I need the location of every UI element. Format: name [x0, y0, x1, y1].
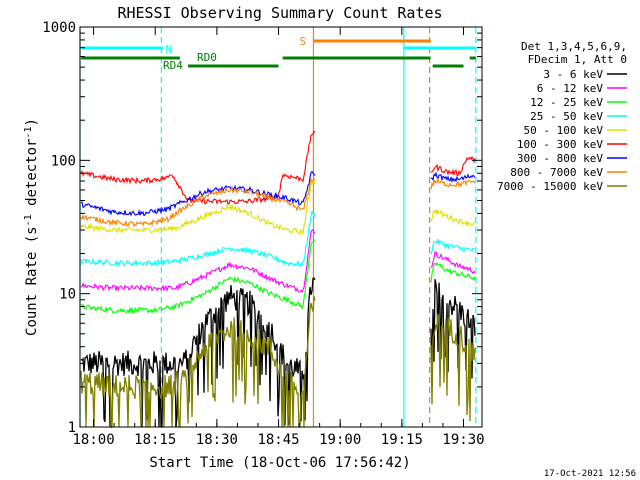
- series-line: [80, 170, 476, 217]
- x-tick-label: 18:30: [196, 432, 238, 448]
- x-tick-label: 19:15: [381, 432, 423, 448]
- series-line: [80, 239, 476, 315]
- legend-entry-label: 300 - 800 keV: [517, 152, 603, 165]
- x-tick-label: 18:00: [72, 432, 114, 448]
- series-line: [80, 296, 476, 428]
- series-layer: [80, 130, 476, 429]
- y-axis-label: Count Rate (s-1 detector-1): [23, 118, 40, 336]
- legend-entry-label: 800 - 7000 keV: [510, 166, 603, 179]
- y-tick-label: 1000: [42, 20, 76, 36]
- y-tick-label: 1: [68, 420, 76, 436]
- legend-entry-label: 50 - 100 keV: [524, 124, 604, 137]
- flag-bars: N S RD0 RD4: [81, 35, 476, 72]
- legend-header: FDecim 1, Att 0: [528, 53, 627, 66]
- x-axis: 18:00 18:15 18:30 18:45 19:00 19:15 19:30: [72, 27, 485, 448]
- plot-area-border: [79, 26, 483, 428]
- legend-entry-label: 7000 - 15000 keV: [497, 180, 603, 193]
- legend-entry-label: 25 - 50 keV: [530, 110, 603, 123]
- series-line: [80, 277, 476, 429]
- series-line: [80, 130, 476, 205]
- legend-entry-label: 6 - 12 keV: [537, 82, 604, 95]
- flag-label-n: N: [165, 43, 172, 56]
- x-tick-label: 18:45: [257, 432, 299, 448]
- x-tick-label: 18:15: [134, 432, 176, 448]
- legend-header: Det 1,3,4,5,6,9,: [521, 40, 627, 53]
- y-tick-label: 10: [59, 287, 76, 303]
- flag-label-rd0: RD0: [197, 51, 217, 64]
- x-axis-label: Start Time (18-Oct-06 17:56:42): [149, 455, 410, 471]
- y-tick-label: 100: [51, 153, 76, 169]
- series-line: [80, 228, 476, 294]
- x-tick-label: 19:30: [442, 432, 484, 448]
- legend: Det 1,3,4,5,6,9,FDecim 1, Att 0 3 - 6 keV…: [497, 40, 627, 193]
- series-line: [80, 178, 476, 236]
- legend-entry-label: 12 - 25 keV: [530, 96, 603, 109]
- series-line: [80, 177, 476, 228]
- x-tick-label: 19:00: [319, 432, 361, 448]
- chart-title: RHESSI Observing Summary Count Rates: [117, 4, 442, 22]
- legend-entry-label: 100 - 300 keV: [517, 138, 603, 151]
- flag-label-s: S: [299, 35, 306, 48]
- footer-timestamp: 17-Oct-2021 12:56: [544, 469, 636, 479]
- y-axis: 1 10 100 1000: [42, 20, 482, 436]
- legend-entry-label: 3 - 6 keV: [543, 68, 603, 81]
- series-line: [80, 210, 476, 268]
- flag-label-rd4: RD4: [163, 59, 183, 72]
